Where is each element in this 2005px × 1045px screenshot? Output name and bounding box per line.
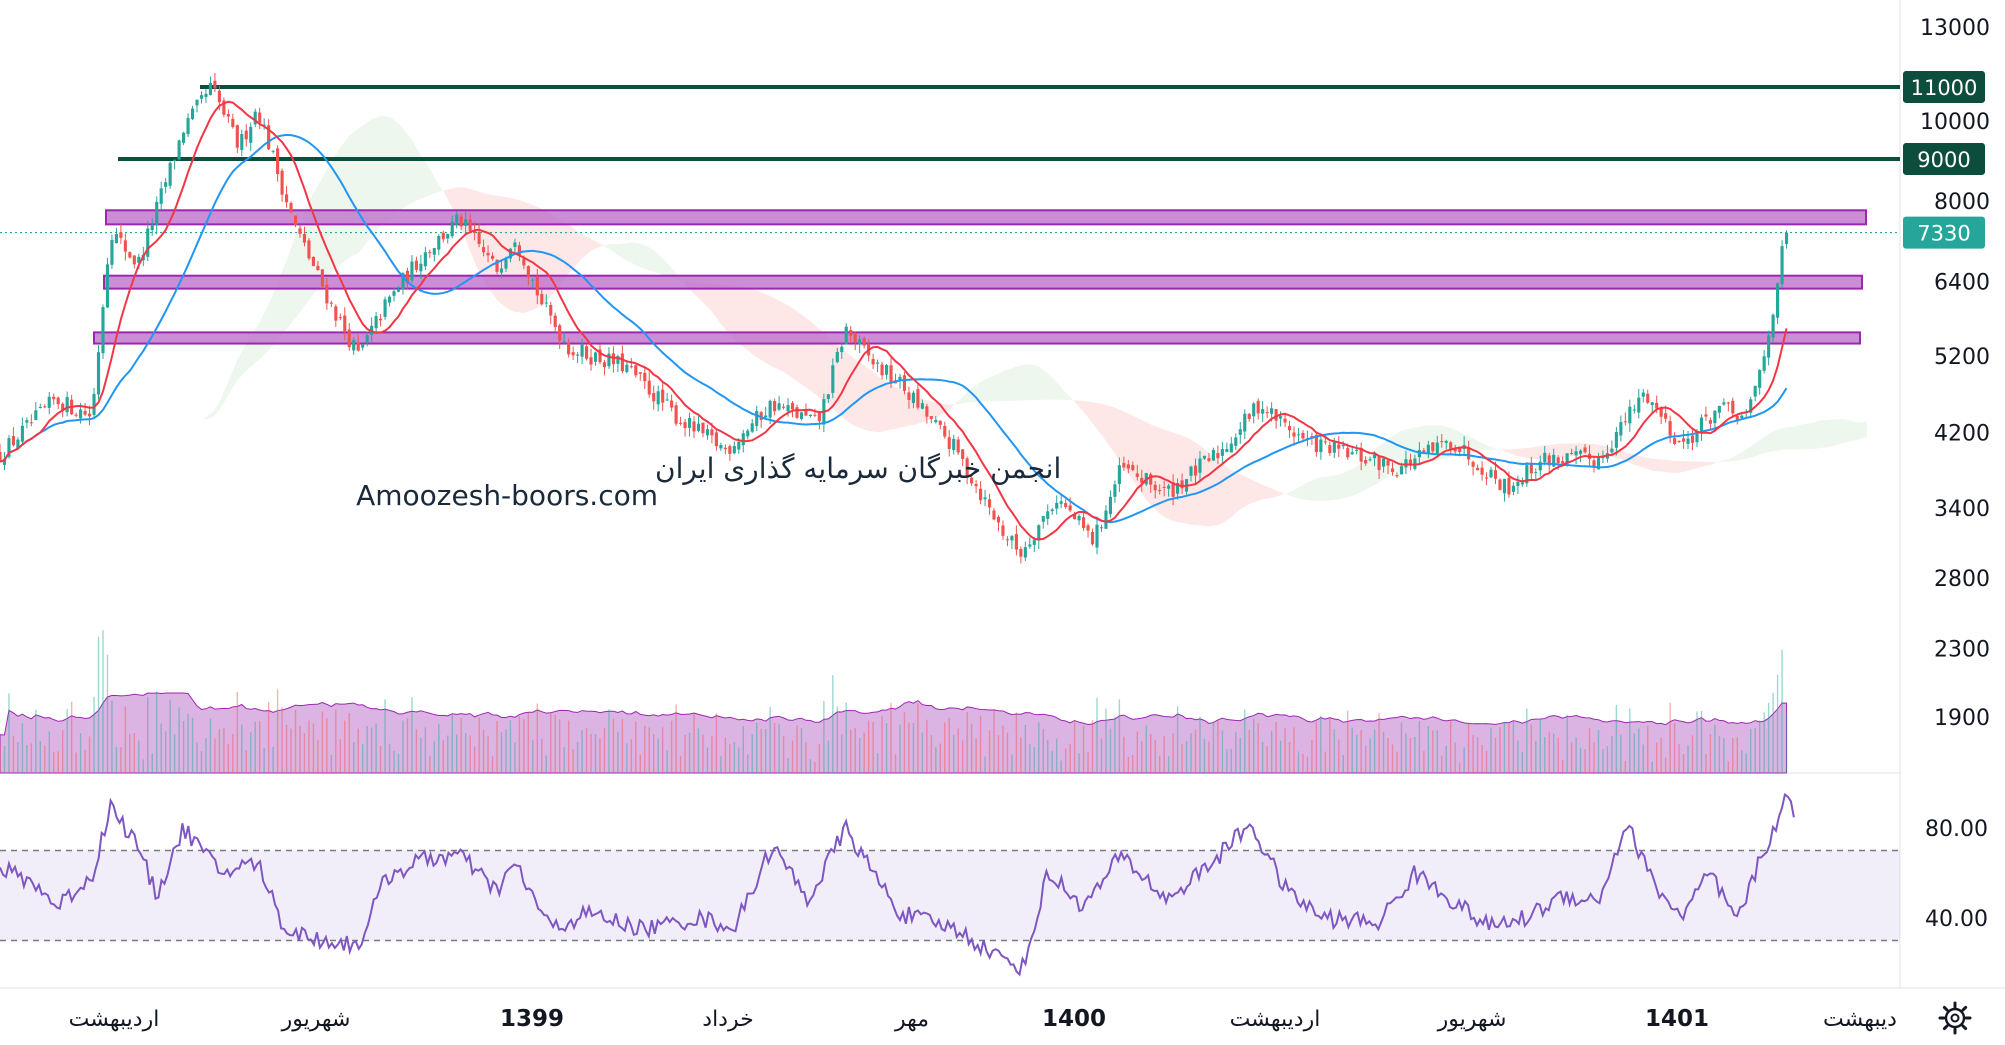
price-badges: 11000 9000 7330 [1903,70,1985,249]
zone-2[interactable] [93,331,1861,345]
price-tick-2: 8000 [1934,190,1990,215]
time-label-1: شهریور [281,1007,351,1032]
rsi-line [0,792,1795,977]
price-badge-11000 [1903,70,1985,103]
time-label-8: 1401 [1645,1006,1709,1032]
price-tick-4: 5200 [1934,345,1990,370]
price-badge-label: 11000 [1911,76,1978,100]
rsi-pane[interactable] [0,792,1900,977]
price-tick-3: 6400 [1934,270,1990,295]
price-badge-7330 [1903,216,1985,249]
time-label-6: اردیبهشت [1230,1007,1321,1032]
price-badge-9000 [1903,142,1985,175]
price-tick-0: 13000 [1920,16,1990,41]
time-label-4: مهر [894,1007,929,1032]
price-axis[interactable]: 13000 10000 8000 6400 5200 4200 3400 2800 2300 19… [1920,16,1990,731]
rsi-tick-0: 80.00 [1925,817,1988,842]
zone-1[interactable] [103,274,1863,290]
price-tick-6: 3400 [1934,497,1990,522]
candles[interactable] [0,72,1789,564]
price-tick-1: 10000 [1920,110,1990,135]
price-zones[interactable] [93,209,1867,345]
price-tick-9: 1900 [1934,706,1990,731]
time-label-0: اردیبهشت [69,1007,160,1032]
price-tick-5: 4200 [1934,421,1990,446]
rsi-axis[interactable]: 80.00 40.00 [1925,817,1988,932]
price-badge-label: 7330 [1917,222,1970,246]
time-label-2: 1399 [500,1006,564,1032]
moving-averages [0,100,1788,541]
price-tick-8: 2300 [1934,637,1990,662]
watermark-line2: Amoozesh-boors.com [356,479,658,512]
time-label-7: شهریور [1437,1007,1507,1032]
time-label-5: 1400 [1042,1006,1106,1032]
volume-bars [0,630,1788,774]
time-axis[interactable]: اردیبهشت شهریور 1399 خرداد مهر 1400 اردیبهشت شه… [69,1006,1897,1032]
resistance-lines[interactable] [0,84,1900,234]
watermark-line1: انجمن خبرگان سرمایه گذاری ایران [655,452,1061,485]
time-label-9: دیبهشت [1823,1007,1897,1032]
price-badge-label: 9000 [1917,148,1970,172]
gear-icon[interactable] [1938,1001,1972,1035]
rsi-tick-1: 40.00 [1925,907,1988,932]
price-tick-7: 2800 [1934,567,1990,592]
zone-0[interactable] [105,209,1867,226]
time-label-3: خرداد [702,1007,753,1032]
